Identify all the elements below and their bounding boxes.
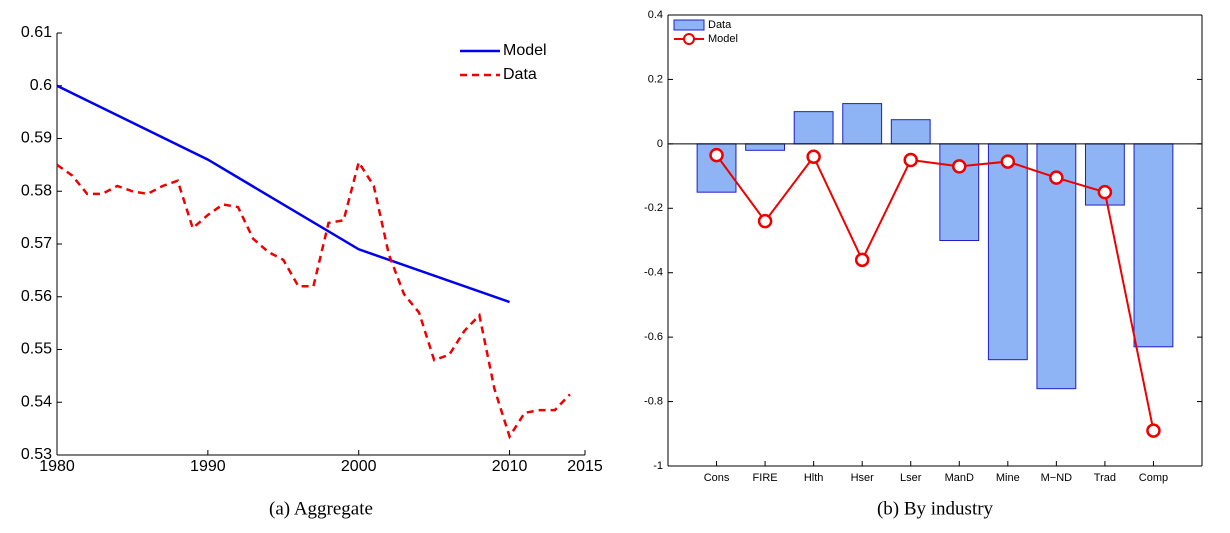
y-tick-label: -0.6 bbox=[644, 331, 663, 343]
y-tick-label: 0.59 bbox=[21, 130, 52, 147]
x-tick-label: Comp bbox=[1139, 472, 1168, 484]
y-tick-label: -0.2 bbox=[644, 202, 663, 214]
y-tick-label: -0.4 bbox=[644, 267, 663, 279]
data-line bbox=[715, 154, 1155, 431]
y-tick-label: 0.4 bbox=[648, 9, 663, 21]
y-tick-label: -0.8 bbox=[644, 395, 663, 407]
x-tick-label: 2015 bbox=[567, 458, 603, 475]
data-point bbox=[757, 213, 773, 229]
y-tick-label: 0.55 bbox=[21, 341, 52, 358]
caption: (b) By industry bbox=[877, 498, 994, 519]
legend-swatch bbox=[673, 19, 705, 31]
y-tick-label: 0.6 bbox=[30, 77, 52, 94]
y-tick-label: 0.61 bbox=[21, 24, 52, 41]
y-tick-label: 0.56 bbox=[21, 288, 52, 305]
legend-label: Data bbox=[708, 19, 732, 31]
data-point bbox=[1097, 184, 1113, 200]
caption: (a) Aggregate bbox=[269, 498, 373, 519]
y-tick-label: 0 bbox=[657, 138, 663, 150]
bar bbox=[745, 143, 786, 151]
y-tick-label: 0.2 bbox=[648, 73, 663, 85]
x-tick-label: Lser bbox=[900, 472, 922, 484]
legend-marker bbox=[683, 33, 695, 45]
bar bbox=[890, 119, 931, 145]
x-tick-label: Hser bbox=[851, 472, 875, 484]
bar bbox=[1133, 143, 1174, 348]
data-point bbox=[1049, 170, 1064, 185]
y-tick-label: 0.54 bbox=[21, 393, 52, 410]
x-tick-label: ManD bbox=[945, 472, 974, 484]
y-tick-label: -1 bbox=[653, 460, 663, 472]
bar bbox=[987, 143, 1028, 361]
data-point bbox=[1146, 423, 1161, 438]
x-tick-label: Trad bbox=[1094, 472, 1116, 484]
bar bbox=[939, 143, 980, 242]
x-tick-label: FIRE bbox=[753, 472, 778, 484]
data-point bbox=[854, 252, 870, 268]
data-point bbox=[709, 147, 724, 163]
legend-label: Model bbox=[708, 33, 738, 45]
legend-label: Data bbox=[503, 66, 537, 83]
data-point bbox=[806, 149, 821, 164]
x-tick-label: Hlth bbox=[804, 472, 824, 484]
legend-label: Model bbox=[503, 42, 547, 59]
bar bbox=[793, 111, 834, 145]
x-tick-label: Mine bbox=[996, 472, 1020, 484]
data-point bbox=[1000, 154, 1016, 169]
x-tick-label: 1980 bbox=[39, 458, 75, 475]
bar bbox=[696, 143, 737, 193]
y-tick-label: 0.53 bbox=[21, 446, 52, 463]
bar bbox=[842, 103, 883, 145]
x-tick-label: M−ND bbox=[1041, 472, 1073, 484]
x-tick-label: 2010 bbox=[492, 458, 528, 475]
x-tick-label: 1990 bbox=[190, 458, 226, 475]
x-tick-label: 2000 bbox=[341, 458, 377, 475]
x-tick-label: Cons bbox=[704, 472, 730, 484]
y-tick-label: 0.57 bbox=[21, 235, 52, 252]
data-line bbox=[56, 84, 510, 304]
data-point bbox=[903, 152, 918, 168]
data-line bbox=[56, 159, 571, 440]
data-point bbox=[952, 159, 967, 174]
y-tick-label: 0.58 bbox=[21, 182, 52, 199]
